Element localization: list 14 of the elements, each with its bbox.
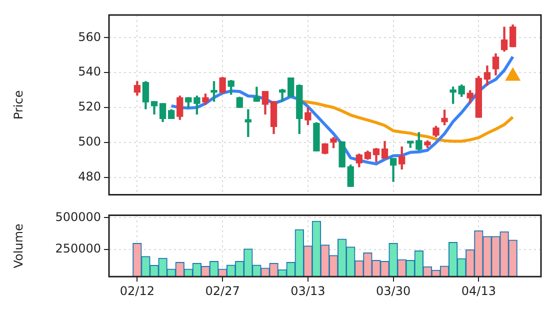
y-tick-label: 500000 xyxy=(55,210,101,224)
y-tick-label: 500 xyxy=(78,134,101,149)
y-axis-title: Price xyxy=(11,90,26,120)
y-tick-label: 540 xyxy=(78,64,101,79)
x-tick-label: 02/12 xyxy=(120,284,154,298)
x-tick-label: 03/30 xyxy=(376,284,411,298)
y-tick-label: 480 xyxy=(78,169,101,184)
y-tick-label: 560 xyxy=(78,30,101,44)
x-tick-label: 02/27 xyxy=(205,284,240,298)
x-tick-label: 03/13 xyxy=(290,284,326,298)
x-tick-label: 04/13 xyxy=(461,284,496,298)
y-axis-title: Volume xyxy=(11,224,26,268)
y-tick-label: 520 xyxy=(78,100,101,114)
y-tick-label: 250000 xyxy=(55,242,101,256)
